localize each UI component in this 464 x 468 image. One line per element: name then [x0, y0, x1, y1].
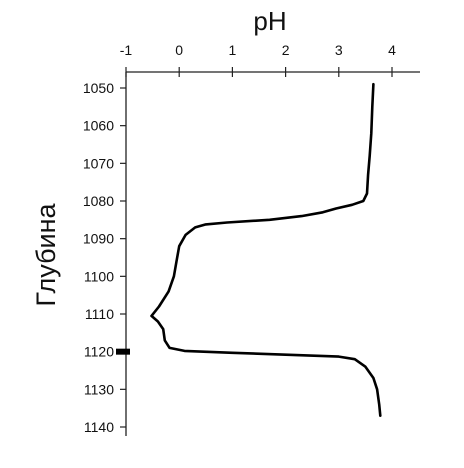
series-line	[150, 82, 382, 418]
depth-marker	[116, 348, 130, 355]
y-tick-label: 1070	[83, 155, 114, 171]
y-axis-title: Глубина	[31, 202, 61, 306]
x-tick-label: 4	[388, 42, 396, 58]
y-tick-label: 1050	[83, 80, 114, 96]
data-marks	[150, 82, 382, 418]
y-tick-label: 1110	[85, 306, 114, 322]
x-tick-label: 0	[175, 42, 183, 58]
x-tick-label: 3	[335, 42, 343, 58]
y-tick-label: 1090	[83, 231, 114, 247]
y-tick-label: 1120	[84, 344, 114, 360]
x-tick-label: 2	[282, 42, 290, 58]
y-tick-label: 1060	[83, 118, 114, 134]
axes: -1 0 1 2 3 4 1050 1060 1070 1080 1090 1100 1110 1120 1…	[83, 42, 420, 436]
y-tick-label: 1130	[84, 381, 114, 397]
x-axis-title: pH	[253, 6, 286, 36]
y-tick-label: 1100	[84, 268, 114, 284]
y-tick-label: 1140	[84, 419, 114, 435]
x-tick-label: -1	[120, 42, 133, 58]
x-tick-label: 1	[229, 42, 237, 58]
y-tick-label: 1080	[83, 193, 114, 209]
